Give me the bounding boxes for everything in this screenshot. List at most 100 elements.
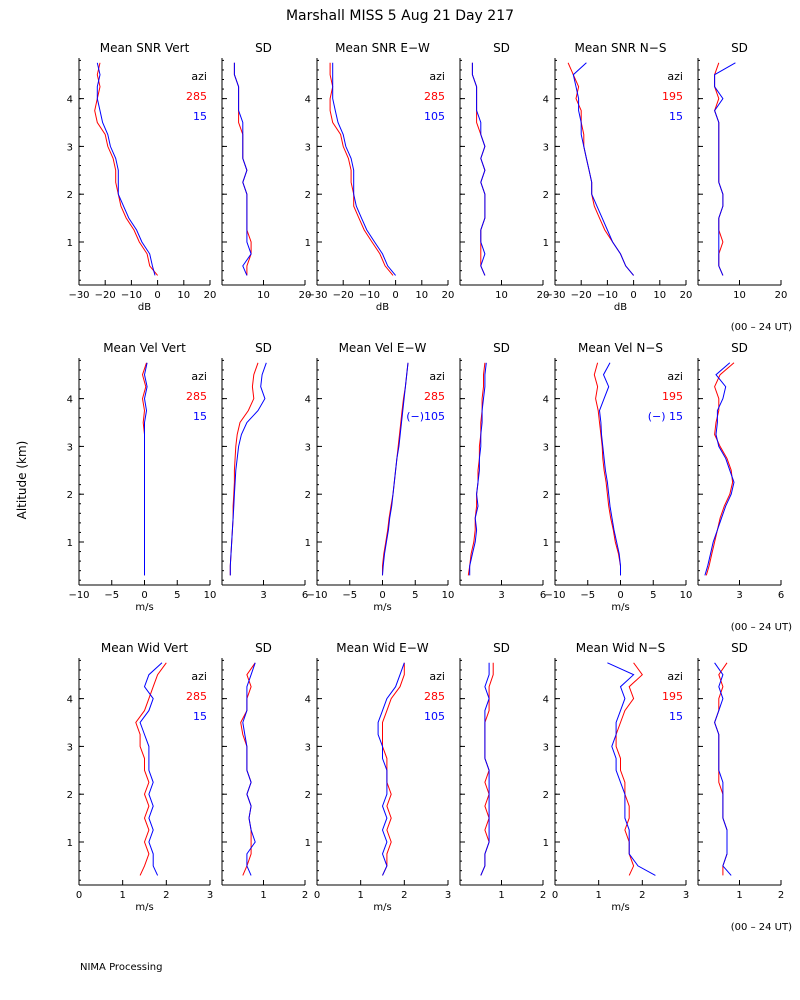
mean-panel-6-ytick-label: 4 xyxy=(543,395,549,406)
mean-panel-6-ytick-label: 3 xyxy=(543,442,549,453)
mean-panel-4-ytick-label: 2 xyxy=(67,490,73,501)
mean-panel-8-xtick-label: 0 xyxy=(314,890,320,901)
legend-blue-5: (−)105 xyxy=(406,410,445,423)
sd-panel-5-title: SD xyxy=(493,341,510,355)
sd-panel-3-xtick-label: 20 xyxy=(775,290,788,301)
sd-panel-5-xtick-label: 6 xyxy=(540,590,546,601)
mean-panel-5-ytick-label: 2 xyxy=(305,490,311,501)
legend-red-4: 285 xyxy=(186,390,207,403)
legend-blue-9: 15 xyxy=(669,710,683,723)
mean-panel-6-xtick-label: 0 xyxy=(617,590,623,601)
sd-panel-7-xtick-label: 2 xyxy=(302,890,308,901)
mean-panel-9-ytick-label: 3 xyxy=(543,742,549,753)
legend-red-5: 285 xyxy=(424,390,445,403)
mean-panel-7-title: Mean Wid Vert xyxy=(101,641,188,655)
mean-panel-9-ytick-label: 1 xyxy=(543,838,549,849)
sd-panel-8-xtick-label: 2 xyxy=(540,890,546,901)
mean-panel-4-title: Mean Vel Vert xyxy=(103,341,186,355)
mean-panel-7-xtick-label: 2 xyxy=(163,890,169,901)
sd-panel-7-red-line xyxy=(240,662,256,876)
mean-panel-6-title: Mean Vel N−S xyxy=(578,341,663,355)
panel-pair-7: Mean Wid Vert 1 2 3 4 0 1 2 3 m/s SD 1 2 azi 285 15 xyxy=(67,641,309,913)
mean-panel-4-xtick-label: 0 xyxy=(141,590,147,601)
mean-panel-8-xtick-label: 1 xyxy=(357,890,363,901)
sd-panel-2-xtick-label: 10 xyxy=(495,290,508,301)
legend-blue-6: (−) 15 xyxy=(648,410,683,423)
legend-header-2: azi xyxy=(429,70,445,83)
sd-panel-1-xtick-label: 10 xyxy=(257,290,270,301)
sd-panel-5-xtick-label: 3 xyxy=(498,590,504,601)
mean-panel-4-ytick-label: 1 xyxy=(67,538,73,549)
sd-panel-9-xtick-label: 1 xyxy=(736,890,742,901)
mean-panel-7-ytick-label: 1 xyxy=(67,838,73,849)
mean-panel-8-ytick-label: 2 xyxy=(305,790,311,801)
mean-panel-5-ytick-label: 1 xyxy=(305,538,311,549)
mean-panel-2-title: Mean SNR E−W xyxy=(335,41,430,55)
mean-panel-3-ytick-label: 2 xyxy=(543,190,549,201)
mean-panel-1-xtick-label: −10 xyxy=(121,290,142,301)
legend-red-1: 285 xyxy=(186,90,207,103)
mean-panel-7-ytick-label: 4 xyxy=(67,695,73,706)
legend-header-9: azi xyxy=(667,670,683,683)
mean-panel-9-xtick-label: 1 xyxy=(595,890,601,901)
sd-panel-3-blue-line xyxy=(714,62,736,276)
sd-panel-8-red-line xyxy=(480,662,494,876)
sd-panel-3-title: SD xyxy=(731,41,748,55)
mean-panel-2-xtick-label: −30 xyxy=(306,290,327,301)
mean-panel-3-blue-line xyxy=(572,62,634,276)
mean-panel-5-xtick-label: −10 xyxy=(306,590,327,601)
sd-panel-6-blue-line xyxy=(704,362,735,576)
sd-panel-9-red-line xyxy=(714,662,728,876)
mean-panel-3-xtick-label: −10 xyxy=(597,290,618,301)
legend-blue-3: 15 xyxy=(669,110,683,123)
sd-panel-4-xtick-label: 6 xyxy=(302,590,308,601)
mean-panel-9-xtick-label: 2 xyxy=(639,890,645,901)
mean-panel-5-ytick-label: 3 xyxy=(305,442,311,453)
legend-header-5: azi xyxy=(429,370,445,383)
legend-red-7: 285 xyxy=(186,690,207,703)
mean-panel-6-blue-line xyxy=(598,362,621,576)
mean-panel-4-xlabel: m/s xyxy=(135,602,153,613)
mean-panel-2-xtick-label: 0 xyxy=(392,290,398,301)
footer-note: NIMA Processing xyxy=(80,962,162,973)
mean-panel-9-ytick-label: 2 xyxy=(543,790,549,801)
mean-panel-1-ytick-label: 2 xyxy=(67,190,73,201)
mean-panel-7-ytick-label: 3 xyxy=(67,742,73,753)
legend-header-1: azi xyxy=(191,70,207,83)
mean-panel-6-red-line xyxy=(593,362,621,576)
sd-panel-1-red-line xyxy=(233,62,252,276)
mean-panel-3-xtick-label: −20 xyxy=(571,290,592,301)
panel-pair-8: Mean Wid E−W 1 2 3 4 0 1 2 3 m/s SD 1 2 azi 285 105 xyxy=(305,641,547,913)
mean-panel-3-xtick-label: 0 xyxy=(630,290,636,301)
mean-panel-1-ytick-label: 3 xyxy=(67,142,73,153)
mean-panel-8-title: Mean Wid E−W xyxy=(336,641,429,655)
mean-panel-2-xtick-label: 10 xyxy=(415,290,428,301)
mean-panel-8-xtick-label: 2 xyxy=(401,890,407,901)
mean-panel-2-xtick-label: −20 xyxy=(333,290,354,301)
mean-panel-6-ytick-label: 1 xyxy=(543,538,549,549)
mean-panel-4-xtick-label: 5 xyxy=(174,590,180,601)
sd-panel-7-blue-line xyxy=(242,662,256,876)
sd-panel-7-title: SD xyxy=(255,641,272,655)
mean-panel-2-blue-line xyxy=(332,62,396,276)
mean-panel-2-ytick-label: 3 xyxy=(305,142,311,153)
sd-panel-9-xtick-label: 2 xyxy=(778,890,784,901)
mean-panel-4-ytick-label: 3 xyxy=(67,442,73,453)
sd-panel-4-title: SD xyxy=(255,341,272,355)
figure-title: Marshall MISS 5 Aug 21 Day 217 xyxy=(286,8,514,24)
mean-panel-7-xtick-label: 0 xyxy=(76,890,82,901)
panel-pair-6: Mean Vel N−S 1 2 3 4 −10 −5 0 5 10 m/s SD 3 6 azi 195 (−… xyxy=(543,341,785,613)
y-axis-label: Altitude (km) xyxy=(15,441,29,520)
mean-panel-3-title: Mean SNR N−S xyxy=(575,41,667,55)
legend-blue-2: 105 xyxy=(424,110,445,123)
mean-panel-2-ytick-label: 4 xyxy=(305,95,311,106)
sd-panel-8-blue-line xyxy=(480,662,490,876)
mean-panel-7-red-line xyxy=(135,662,167,876)
mean-panel-3-ytick-label: 4 xyxy=(543,95,549,106)
sd-panel-9-blue-line xyxy=(714,662,732,876)
sd-panel-1-title: SD xyxy=(255,41,272,55)
legend-header-8: azi xyxy=(429,670,445,683)
sd-panel-3-xtick-label: 10 xyxy=(733,290,746,301)
legend-blue-4: 15 xyxy=(193,410,207,423)
mean-panel-8-xtick-label: 3 xyxy=(445,890,451,901)
